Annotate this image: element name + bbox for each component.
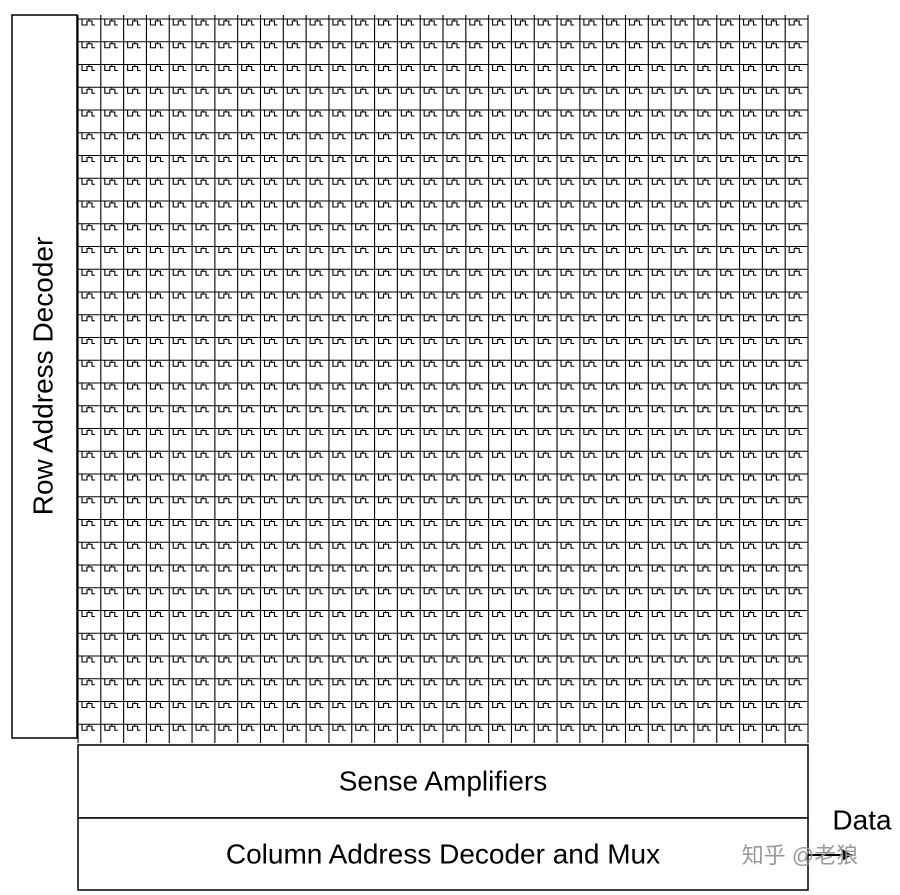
column-decoder-label: Column Address Decoder and Mux <box>226 838 660 869</box>
data-arrowhead <box>842 849 852 861</box>
cell-grid <box>77 15 809 743</box>
sense-amplifiers-box <box>77 744 809 819</box>
sense-amplifiers-label: Sense Amplifiers <box>339 765 548 796</box>
data-label: Data <box>832 804 892 835</box>
row-decoder-box <box>11 14 78 739</box>
row-decoder-label: Row Address Decoder <box>27 237 58 516</box>
cell-array <box>77 15 809 743</box>
watermark: 知乎 @老狼 <box>742 843 858 868</box>
